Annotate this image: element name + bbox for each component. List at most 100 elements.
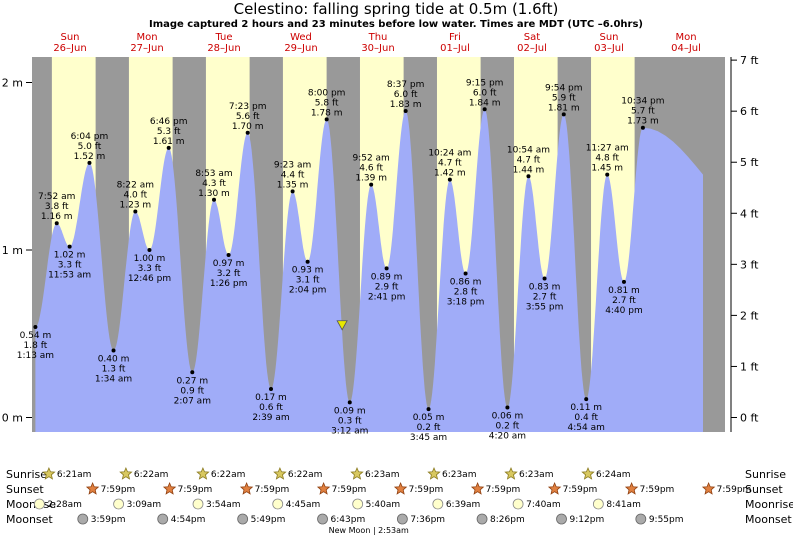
left-axis-label: 0 m bbox=[2, 412, 23, 425]
tide-point bbox=[526, 174, 531, 179]
tide-label: 1.78 m bbox=[311, 108, 343, 118]
sunset-icon bbox=[316, 481, 331, 495]
tide-label: 9:15 pm bbox=[466, 78, 504, 88]
moonrise-icon bbox=[272, 498, 284, 510]
sunrise-time: 6:22am bbox=[211, 470, 246, 480]
tide-label: 0.3 ft bbox=[338, 416, 362, 426]
tide-point bbox=[212, 197, 217, 202]
moonrise-time: 2:28am bbox=[47, 500, 82, 510]
tide-label: 1:34 am bbox=[95, 375, 132, 385]
day-date: 01–Jul bbox=[440, 43, 470, 54]
moonset-icon bbox=[396, 513, 408, 525]
row-label-right: Sunrise bbox=[745, 468, 786, 481]
moonrise-time: 8:41am bbox=[606, 500, 641, 510]
sunset-icon bbox=[547, 481, 562, 495]
tide-point bbox=[87, 160, 92, 165]
sunset-icon bbox=[85, 481, 100, 495]
tide-label: 9:54 pm bbox=[545, 83, 583, 93]
day-date: 26–Jun bbox=[53, 43, 86, 54]
tide-label: 1.84 m bbox=[469, 98, 501, 108]
moonset-time: 4:54pm bbox=[171, 515, 206, 525]
day-date: 29–Jun bbox=[284, 43, 317, 54]
sunset-time: 7:59pm bbox=[486, 485, 521, 495]
tide-label: 4:54 am bbox=[568, 423, 605, 433]
sunrise-time: 6:24am bbox=[596, 470, 631, 480]
sunrise-icon bbox=[350, 466, 364, 480]
tide-label: 0.89 m bbox=[371, 272, 403, 282]
tide-label: 11:53 am bbox=[48, 271, 91, 281]
tide-label: 3.3 ft bbox=[138, 264, 162, 274]
tide-label: 1.16 m bbox=[41, 212, 73, 222]
tide-label: 2.7 ft bbox=[533, 292, 557, 302]
tide-label: 1.70 m bbox=[232, 122, 264, 132]
tide-point bbox=[403, 108, 408, 113]
moonrise-time: 5:40am bbox=[366, 500, 401, 510]
sunset-icon bbox=[701, 481, 716, 495]
tide-point bbox=[482, 107, 487, 112]
sunrise-time: 6:23am bbox=[365, 470, 400, 480]
right-axis-label: 5 ft bbox=[740, 156, 759, 169]
tide-label: 2:07 am bbox=[174, 396, 211, 406]
tide-label: 4:40 pm bbox=[605, 306, 643, 316]
sunrise-time: 6:21am bbox=[57, 470, 92, 480]
day-of-week: Sun bbox=[599, 32, 618, 43]
sunset-time: 7:59pm bbox=[640, 485, 675, 495]
moonrise-time: 3:54am bbox=[206, 500, 241, 510]
tide-label: 5.8 ft bbox=[315, 98, 339, 108]
tide-label: 0.93 m bbox=[292, 266, 324, 276]
row-label-right: Moonset bbox=[745, 513, 792, 526]
tide-label: 7:23 pm bbox=[229, 102, 267, 112]
tide-label: 2.9 ft bbox=[375, 282, 399, 292]
tide-curve bbox=[35, 109, 703, 433]
tide-label: 8:37 pm bbox=[387, 80, 425, 90]
sunrise-time: 6:23am bbox=[442, 470, 477, 480]
tide-label: 8:53 am bbox=[195, 169, 232, 179]
tide-label: 1.8 ft bbox=[24, 341, 48, 351]
tide-point bbox=[54, 221, 59, 226]
tide-point bbox=[505, 405, 510, 410]
current-tide-marker bbox=[336, 320, 348, 331]
tide-area bbox=[35, 109, 703, 433]
tide-label: 2.8 ft bbox=[454, 287, 478, 297]
tide-label: 4.7 ft bbox=[438, 159, 462, 169]
tide-label: 1.02 m bbox=[54, 251, 86, 261]
chart-title: Celestino: falling spring tide at 0.5m (… bbox=[234, 0, 559, 18]
tide-point bbox=[111, 348, 116, 353]
sunrise-icon bbox=[119, 466, 133, 480]
tide-label: 3.8 ft bbox=[45, 202, 69, 212]
tide-point bbox=[190, 370, 195, 375]
tide-point bbox=[226, 253, 231, 258]
sunrise-icon bbox=[42, 466, 56, 480]
tide-point bbox=[584, 397, 589, 402]
day-labels: Sun26–JunMon27–JunTue28–JunWed29–JunThu3… bbox=[53, 32, 701, 54]
day-of-week: Thu bbox=[368, 32, 388, 43]
tide-label: 1.35 m bbox=[277, 180, 309, 190]
tide-point bbox=[561, 112, 566, 117]
tide-label: 4.7 ft bbox=[517, 155, 541, 165]
tide-label: 9:52 am bbox=[352, 154, 389, 164]
tide-label: 4.6 ft bbox=[359, 164, 383, 174]
left-axis-label: 1 m bbox=[2, 244, 23, 257]
sunrise-icon bbox=[196, 466, 210, 480]
tide-label: 6:04 pm bbox=[71, 132, 109, 142]
tide-label: 0.97 m bbox=[213, 259, 245, 269]
tide-point bbox=[166, 145, 171, 150]
new-moon-label: New Moon | 2:53am bbox=[329, 526, 409, 535]
row-label-left: Sunrise bbox=[6, 468, 47, 481]
tide-point bbox=[290, 189, 295, 194]
tide-label: 0.40 m bbox=[98, 355, 130, 365]
sunset-time: 7:59pm bbox=[563, 485, 598, 495]
axes: 0 m 1 m 2 m 0 ft 1 ft 2 ft 3 ft 4 ft 5 ft 6 ft 7 f… bbox=[2, 54, 759, 432]
day-date: 30–Jun bbox=[361, 43, 394, 54]
sunset-time: 7:59pm bbox=[332, 485, 367, 495]
moonset-time: 8:26pm bbox=[490, 515, 525, 525]
tide-label: 0.83 m bbox=[529, 282, 561, 292]
tide-label: 10:24 am bbox=[428, 149, 471, 159]
tide-point bbox=[621, 279, 626, 284]
tide-label: 6.0 ft bbox=[394, 90, 418, 100]
sunset-icon bbox=[393, 481, 408, 495]
day-of-week: Mon bbox=[675, 32, 696, 43]
tide-label: 1:13 am bbox=[17, 351, 54, 361]
right-axis-label: 2 ft bbox=[740, 309, 759, 322]
